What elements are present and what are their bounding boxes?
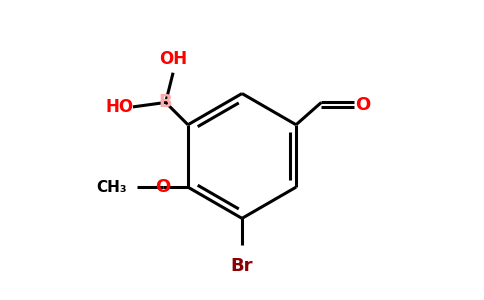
Text: O: O — [355, 96, 370, 114]
Text: CH₃: CH₃ — [96, 180, 127, 195]
Text: O: O — [155, 178, 170, 196]
Text: B: B — [159, 93, 172, 111]
Text: OH: OH — [159, 50, 187, 68]
Text: Br: Br — [231, 257, 253, 275]
Text: HO: HO — [106, 98, 134, 116]
